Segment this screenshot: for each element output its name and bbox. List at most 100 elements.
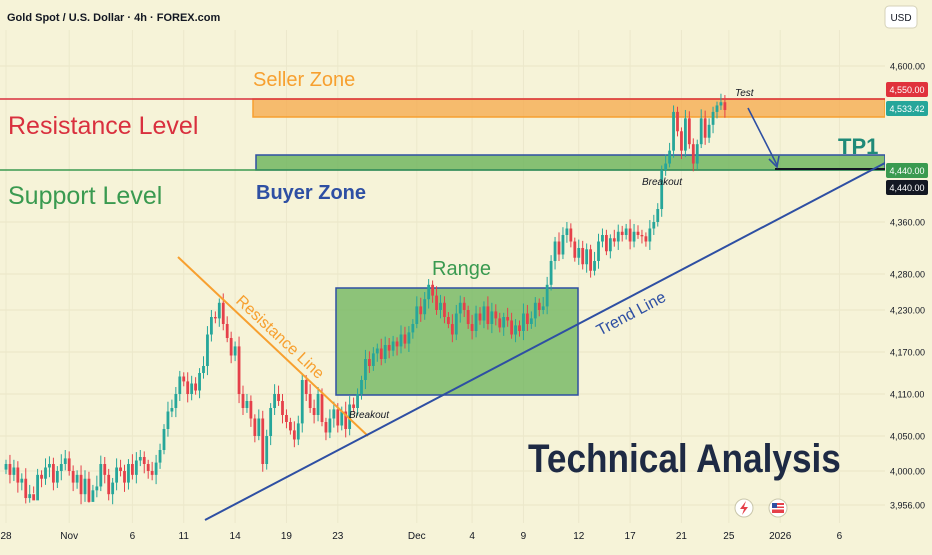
time-tick-label: 4 bbox=[469, 531, 475, 542]
us-flag-event-icon[interactable] bbox=[768, 498, 788, 518]
candle bbox=[691, 138, 695, 172]
candle bbox=[561, 227, 565, 260]
candle bbox=[67, 451, 71, 476]
candle bbox=[699, 109, 703, 149]
support-level-label: Support Level bbox=[8, 182, 162, 210]
time-scale[interactable] bbox=[0, 523, 885, 550]
candle bbox=[703, 110, 707, 145]
candle bbox=[95, 475, 99, 498]
price-tick-label: 4,050.00 bbox=[890, 432, 925, 442]
candle bbox=[292, 421, 296, 448]
candle bbox=[241, 385, 245, 415]
price-tick-label: 4,000.00 bbox=[890, 467, 925, 477]
candle bbox=[24, 468, 28, 504]
range-box[interactable] bbox=[335, 287, 579, 396]
candle bbox=[237, 336, 241, 404]
candle bbox=[36, 468, 39, 501]
projection-arrow bbox=[747, 107, 778, 166]
candle bbox=[715, 101, 719, 119]
candle bbox=[439, 294, 442, 319]
candle bbox=[265, 429, 269, 470]
currency-button[interactable] bbox=[884, 5, 918, 29]
price-tick-label: 4,170.00 bbox=[890, 348, 925, 358]
candle bbox=[20, 473, 24, 491]
candle bbox=[597, 233, 600, 269]
candle bbox=[186, 372, 190, 403]
candle bbox=[687, 111, 691, 149]
candle bbox=[612, 229, 616, 247]
big-title: Technical Analysis bbox=[528, 436, 841, 481]
time-tick-label: 11 bbox=[179, 531, 190, 542]
candle bbox=[680, 127, 683, 160]
candle bbox=[660, 165, 664, 217]
candle bbox=[628, 219, 632, 250]
candle bbox=[529, 311, 533, 329]
candle bbox=[522, 303, 525, 341]
candle bbox=[127, 459, 130, 490]
candle bbox=[490, 302, 494, 334]
range-label: Range bbox=[432, 258, 491, 280]
candle bbox=[632, 223, 636, 248]
candle bbox=[198, 368, 201, 399]
currency-button-label: USD bbox=[890, 13, 911, 24]
candle bbox=[316, 387, 320, 422]
candle bbox=[296, 415, 300, 446]
candle bbox=[194, 377, 197, 395]
candle bbox=[312, 399, 316, 424]
candle bbox=[289, 417, 292, 435]
candle bbox=[435, 286, 438, 315]
candle bbox=[320, 388, 324, 427]
lightning-event-icon[interactable] bbox=[734, 498, 754, 518]
candle bbox=[514, 319, 517, 343]
badge-support: 4,440.00 bbox=[886, 163, 928, 178]
candle bbox=[387, 338, 391, 359]
seller-zone-box[interactable] bbox=[252, 98, 886, 118]
candle bbox=[8, 454, 12, 484]
badge-current-price: 4,533.42 bbox=[886, 101, 928, 116]
candle bbox=[620, 225, 624, 242]
candle bbox=[478, 307, 482, 325]
candle bbox=[399, 325, 403, 354]
candle bbox=[533, 297, 537, 327]
buyer-zone-box[interactable] bbox=[255, 154, 886, 171]
price-scale-ticks: 3,956.00 4,000.00 4,050.00 4,110.00 4,170.00… bbox=[890, 62, 925, 511]
candle bbox=[541, 297, 545, 315]
candle bbox=[150, 461, 154, 481]
candle bbox=[668, 142, 671, 168]
candle bbox=[103, 457, 107, 484]
test-label: Test bbox=[735, 88, 755, 99]
candle bbox=[111, 477, 115, 505]
candle bbox=[360, 375, 363, 400]
candle bbox=[549, 255, 553, 291]
candle bbox=[142, 451, 146, 474]
badge-tp: 4,440.00 bbox=[886, 180, 928, 195]
candle bbox=[348, 396, 352, 436]
candle bbox=[134, 452, 138, 484]
candle bbox=[648, 220, 652, 250]
svg-text:4,440.00: 4,440.00 bbox=[889, 166, 924, 176]
candle bbox=[565, 222, 569, 243]
candle bbox=[652, 214, 656, 235]
resistance-trend-line[interactable] bbox=[177, 256, 369, 437]
candle bbox=[131, 454, 134, 480]
candle bbox=[273, 384, 276, 415]
candle bbox=[368, 351, 371, 373]
grid bbox=[0, 30, 885, 523]
time-tick-label: 9 bbox=[521, 531, 527, 542]
candle bbox=[210, 310, 213, 342]
candle bbox=[403, 326, 407, 349]
candle bbox=[431, 280, 434, 303]
candle bbox=[182, 372, 186, 387]
candle bbox=[44, 458, 47, 485]
candle bbox=[589, 244, 592, 278]
trend-line[interactable] bbox=[204, 162, 886, 521]
candle bbox=[375, 343, 379, 362]
candle bbox=[395, 337, 399, 356]
tp1-label: TP1 bbox=[838, 134, 878, 159]
candle bbox=[328, 409, 332, 439]
candle bbox=[225, 316, 229, 343]
candle bbox=[656, 203, 660, 227]
candle bbox=[99, 455, 103, 492]
price-tick-label: 4,280.00 bbox=[890, 270, 925, 280]
